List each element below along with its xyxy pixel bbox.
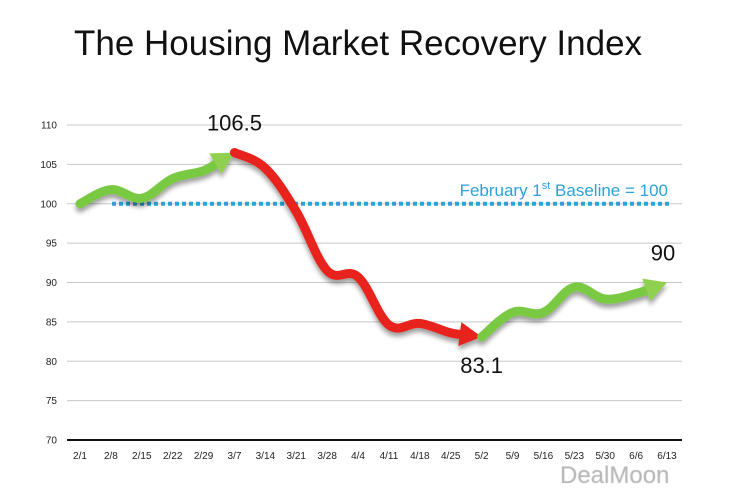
chart-title: The Housing Market Recovery Index (74, 24, 643, 63)
y-tick-label: 100 (40, 199, 57, 210)
x-tick-label: 2/8 (104, 451, 118, 462)
series-layer (75, 148, 667, 346)
x-tick-label: 4/11 (380, 451, 399, 462)
series-segment-decline (229, 148, 473, 340)
x-tick-label: 5/30 (595, 451, 615, 462)
x-tick-label: 3/21 (287, 451, 307, 462)
arrowhead-rise-1 (209, 152, 235, 175)
series-segment-rise-1 (75, 155, 227, 209)
watermark: DealMoon (560, 462, 670, 489)
y-tick-label: 90 (46, 278, 58, 289)
x-tick-label: 3/28 (317, 451, 337, 462)
series-segment-rise-2 (477, 282, 659, 342)
grid-layer (67, 124, 682, 402)
x-tick-label: 5/9 (506, 451, 520, 462)
x-tick-label: 4/4 (351, 451, 365, 462)
x-axis-ticks: 2/1 2/8 2/15 2/22 2/29 3/7 3/14 3/21 3/28 4/4 4/11… (73, 451, 677, 462)
x-tick-label: 3/7 (228, 451, 242, 462)
baseline-layer: February 1st Baseline = 100 (112, 180, 672, 206)
annotation-peak: 106.5 (207, 111, 262, 136)
x-tick-label: 2/15 (132, 451, 152, 462)
x-tick-label: 5/2 (475, 451, 489, 462)
x-tick-label: 5/16 (534, 451, 554, 462)
x-tick-label: 6/13 (657, 451, 677, 462)
y-tick-label: 70 (46, 436, 58, 447)
x-tick-label: 4/25 (441, 451, 461, 462)
annotation-latest: 90 (651, 241, 675, 266)
y-tick-label: 85 (46, 317, 58, 328)
baseline-label: February 1st Baseline = 100 (460, 180, 668, 200)
y-axis-ticks: 70 75 80 85 90 95 100 105 110 (40, 121, 57, 447)
x-tick-label: 2/22 (163, 451, 183, 462)
y-tick-label: 110 (41, 121, 57, 132)
y-tick-label: 80 (46, 357, 58, 368)
y-tick-label: 95 (46, 239, 58, 250)
x-tick-label: 5/23 (565, 451, 585, 462)
x-tick-label: 2/29 (194, 451, 214, 462)
annotation-low: 83.1 (460, 353, 503, 378)
x-tick-label: 2/1 (73, 451, 87, 462)
x-tick-label: 4/18 (410, 451, 430, 462)
x-tick-label: 6/6 (629, 451, 643, 462)
y-tick-label: 105 (40, 160, 57, 171)
arrowhead-decline (458, 322, 482, 346)
baseline-label-sup: st (542, 180, 551, 192)
arrowhead-rise-2 (642, 278, 667, 302)
baseline-label-main: February 1 (460, 181, 542, 200)
y-tick-label: 75 (46, 396, 58, 407)
baseline-label-rest: Baseline = 100 (550, 181, 668, 200)
annotation-layer: 106.5 83.1 90 (207, 111, 675, 378)
x-tick-label: 3/14 (256, 451, 276, 462)
